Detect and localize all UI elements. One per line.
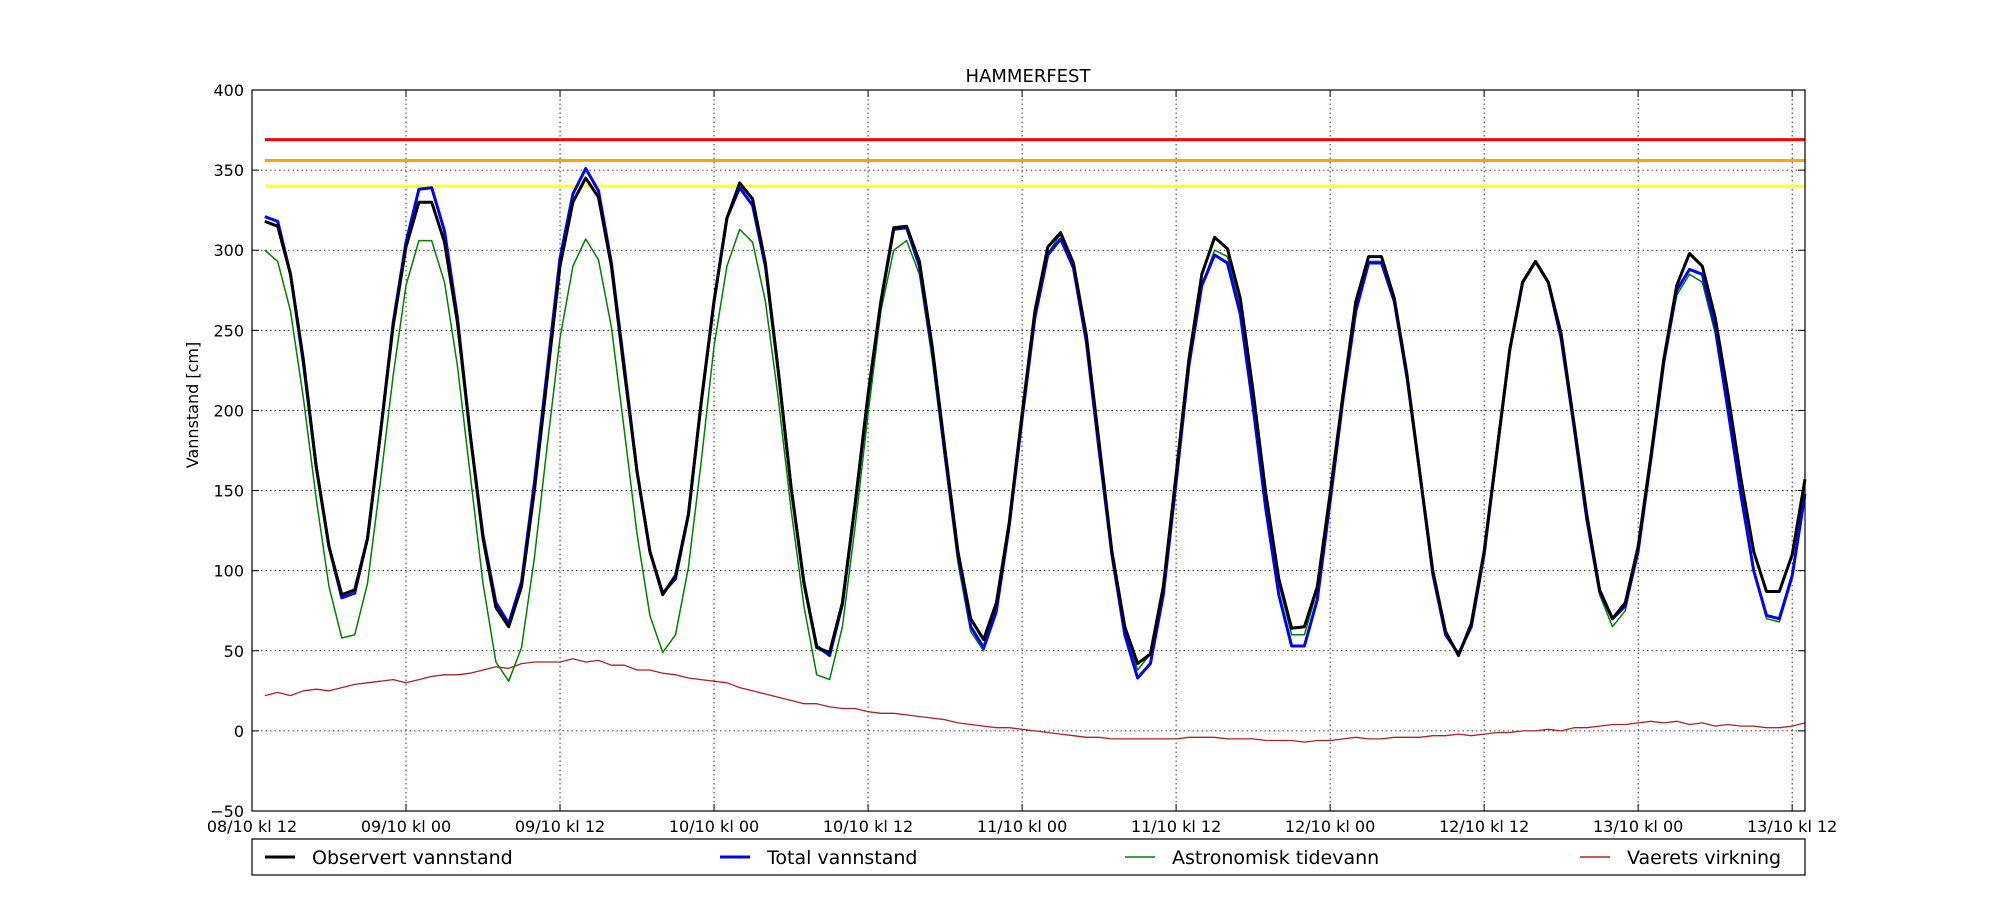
x-tick-label: 12/10 kl 00 bbox=[1285, 817, 1375, 836]
axis-ticks: −50 0 50 100 150 200 250 300 350 400 08/10 kl 12 09… bbox=[207, 81, 1838, 836]
legend: Observert vannstand Total vannstand Astron… bbox=[251, 838, 1806, 876]
y-tick-label: 0 bbox=[234, 722, 244, 741]
x-tick-label: 11/10 kl 00 bbox=[977, 817, 1067, 836]
legend-entry: Observert vannstand bbox=[312, 847, 513, 869]
y-tick-label: −50 bbox=[210, 802, 244, 821]
y-tick-label: 250 bbox=[213, 321, 244, 340]
legend-frame bbox=[251, 838, 1806, 876]
x-tick-label: 08/10 kl 12 bbox=[207, 817, 297, 836]
legend-entry: Total vannstand bbox=[766, 847, 917, 869]
y-tick-label: 50 bbox=[224, 642, 244, 661]
y-tick-label: 400 bbox=[213, 81, 244, 100]
y-tick-label: 150 bbox=[213, 482, 244, 501]
threshold-lines bbox=[264, 138, 1805, 188]
x-tick-label: 13/10 kl 12 bbox=[1747, 817, 1837, 836]
y-tick-label: 200 bbox=[213, 401, 244, 420]
x-tick-label: 13/10 kl 00 bbox=[1593, 817, 1683, 836]
x-tick-label: 10/10 kl 00 bbox=[669, 817, 759, 836]
chart-title: HAMMERFEST bbox=[966, 66, 1092, 87]
plot-area-frame bbox=[251, 89, 1806, 812]
series-line-1 bbox=[264, 176, 1807, 666]
series-line-4 bbox=[264, 658, 1806, 743]
x-tick-label: 11/10 kl 12 bbox=[1131, 817, 1221, 836]
series-lines bbox=[264, 167, 1807, 743]
x-tick-label: 09/10 kl 00 bbox=[361, 817, 451, 836]
x-tick-label: 10/10 kl 12 bbox=[823, 817, 913, 836]
x-tick-label: 12/10 kl 12 bbox=[1439, 817, 1529, 836]
y-axis-label: Vannstand [cm] bbox=[183, 342, 202, 468]
y-tick-label: 350 bbox=[213, 161, 244, 180]
y-tick-label: 100 bbox=[213, 562, 244, 581]
grid bbox=[252, 90, 1805, 811]
legend-entry: Vaerets virkning bbox=[1627, 847, 1781, 869]
x-tick-label: 09/10 kl 12 bbox=[515, 817, 605, 836]
series-line-3 bbox=[264, 228, 1806, 682]
y-tick-label: 300 bbox=[213, 241, 244, 260]
legend-entry: Astronomisk tidevann bbox=[1172, 847, 1379, 869]
